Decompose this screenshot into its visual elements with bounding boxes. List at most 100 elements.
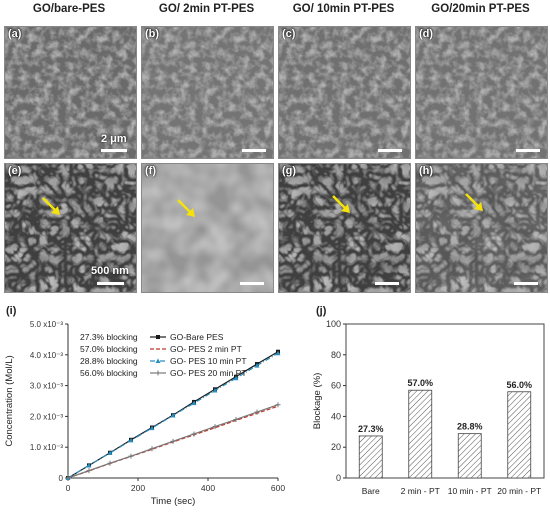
y-tick-label: 3.0 x10⁻³ bbox=[30, 382, 63, 391]
panel-label-a: (a) bbox=[8, 28, 22, 40]
data-point bbox=[86, 462, 92, 468]
data-point bbox=[254, 363, 260, 368]
sem-image-a bbox=[5, 27, 136, 158]
blocking-annotation: 27.3% blocking bbox=[80, 332, 138, 342]
sem-panel-h: (h) bbox=[415, 163, 548, 293]
panel-label-d: (d) bbox=[419, 28, 434, 40]
column-title-10min: GO/ 10min PT-PES bbox=[292, 3, 395, 15]
scale-bar-a bbox=[101, 149, 127, 152]
chart-concentration: (i) 0 200 400 600 0 1.0 x10⁻³ 2.0 x10⁻³ 3.0 x10… bbox=[0, 298, 290, 512]
panel-label-b: (b) bbox=[145, 28, 160, 40]
y-tick-label: 20 bbox=[331, 442, 341, 452]
sem-image-e bbox=[5, 164, 136, 292]
bar-data-label: 56.0% bbox=[506, 380, 532, 390]
sem-panel-a: (a) 2 μm bbox=[4, 26, 137, 159]
sem-image-f bbox=[142, 164, 273, 292]
x-tick-label: 0 bbox=[66, 483, 71, 493]
y-axis-label: Blockage (%) bbox=[312, 373, 323, 430]
y-tick-label: 2.0 x10⁻³ bbox=[30, 412, 63, 421]
blocking-annotation: 56.0% blocking bbox=[80, 368, 138, 378]
yellow-arrow-icon bbox=[332, 195, 350, 213]
sem-panel-c: (c) bbox=[278, 26, 411, 159]
blocking-annotation: 57.0% blocking bbox=[80, 344, 138, 354]
y-tick-label: 0 bbox=[59, 474, 64, 483]
scale-bar-f bbox=[240, 282, 264, 285]
y-tick-label: 5.0 x10⁻³ bbox=[30, 320, 63, 329]
category-label: Bare bbox=[362, 486, 380, 496]
scale-bar-g bbox=[375, 282, 399, 285]
sem-panel-e: (e) 500 nm bbox=[4, 163, 137, 293]
panel-label-h: (h) bbox=[419, 165, 434, 177]
x-tick-label: 600 bbox=[271, 483, 285, 493]
panel-label-f: (f) bbox=[145, 165, 156, 177]
y-tick-label: 100 bbox=[326, 319, 341, 329]
scale-bar-c bbox=[378, 149, 402, 152]
column-title-bare: GO/bare-PES bbox=[32, 3, 106, 15]
column-title-20min: GO/20min PT-PES bbox=[431, 3, 530, 15]
category-label: 2 min - PT bbox=[401, 486, 440, 496]
bar-data-label: 27.3% bbox=[358, 424, 384, 434]
panel-label-e: (e) bbox=[8, 165, 22, 177]
panel-label-c: (c) bbox=[282, 28, 296, 40]
x-tick-label: 200 bbox=[131, 483, 145, 493]
data-point bbox=[170, 412, 176, 418]
bar-data-label: 28.8% bbox=[457, 422, 483, 432]
line-chart-svg: (i) 0 200 400 600 0 1.0 x10⁻³ 2.0 x10⁻³ 3.0 x10… bbox=[4, 305, 285, 507]
yellow-arrow-icon bbox=[177, 199, 195, 217]
x-tick-label: 400 bbox=[201, 483, 215, 493]
sem-image-h bbox=[416, 164, 547, 292]
yellow-arrow-icon bbox=[465, 193, 483, 211]
legend-label: GO- PES 10 min PT bbox=[170, 356, 247, 366]
column-title-2min: GO/ 2min PT-PES bbox=[158, 3, 255, 15]
legend-marker bbox=[155, 358, 161, 363]
legend-marker bbox=[156, 335, 160, 339]
scale-bar-h bbox=[514, 282, 538, 285]
x-axis-label: Time (sec) bbox=[151, 496, 196, 507]
data-point bbox=[212, 388, 218, 393]
legend-label: GO-Bare PES bbox=[170, 332, 224, 342]
y-tick-label: 0 bbox=[336, 473, 341, 483]
scale-bar-b bbox=[242, 149, 266, 152]
scale-bar-d bbox=[516, 149, 540, 152]
data-point bbox=[275, 350, 281, 356]
sem-panel-d: (d) bbox=[415, 26, 548, 159]
y-axis-label: Concentration (Mol/L) bbox=[4, 355, 15, 446]
category-label: 20 min - PT bbox=[497, 486, 541, 496]
data-point bbox=[191, 400, 197, 406]
plot-frame bbox=[345, 323, 545, 479]
panel-label-j: (j) bbox=[316, 305, 327, 317]
legend-label: GO- PES 2 min PT bbox=[170, 344, 242, 354]
sem-panel-f: (f) bbox=[141, 163, 274, 293]
y-tick-label: 1.0 x10⁻³ bbox=[30, 443, 63, 452]
sem-panel-b: (b) bbox=[141, 26, 274, 159]
bar-0 bbox=[358, 435, 383, 479]
sem-panel-g: (g) bbox=[278, 163, 411, 293]
sem-image-g bbox=[279, 164, 410, 292]
bar-2 bbox=[457, 433, 482, 479]
yellow-arrow-icon bbox=[42, 197, 60, 215]
y-tick-label: 40 bbox=[331, 411, 341, 421]
y-tick-label: 4.0 x10⁻³ bbox=[30, 351, 63, 360]
sem-image-b bbox=[142, 27, 273, 158]
data-point bbox=[128, 437, 134, 443]
panel-label-g: (g) bbox=[282, 165, 297, 177]
data-point bbox=[149, 425, 155, 431]
scale-label-a: 2 μm bbox=[101, 133, 127, 145]
legend-label: GO- PES 20 min PT bbox=[170, 368, 247, 378]
y-tick-label: 80 bbox=[331, 350, 341, 360]
blocking-annotation: 28.8% blocking bbox=[80, 356, 138, 366]
scale-label-e: 500 nm bbox=[91, 265, 129, 277]
sem-image-d bbox=[416, 27, 547, 158]
sem-image-c bbox=[279, 27, 410, 158]
bar-1 bbox=[408, 389, 433, 479]
data-point bbox=[233, 375, 239, 381]
data-point bbox=[107, 450, 113, 456]
bar-3 bbox=[507, 391, 532, 479]
chart-blockage: (j) 0 20 40 60 80 100 Blockage (%) 27.3% Bare 57.… bbox=[300, 298, 550, 512]
category-label: 10 min - PT bbox=[448, 486, 492, 496]
bar-data-label: 57.0% bbox=[407, 378, 433, 388]
y-tick-label: 60 bbox=[331, 381, 341, 391]
bar-chart-svg: (j) 0 20 40 60 80 100 Blockage (%) 27.3% Bare 57.… bbox=[312, 305, 545, 496]
panel-label-i: (i) bbox=[6, 305, 17, 317]
scale-bar-e bbox=[97, 282, 124, 285]
